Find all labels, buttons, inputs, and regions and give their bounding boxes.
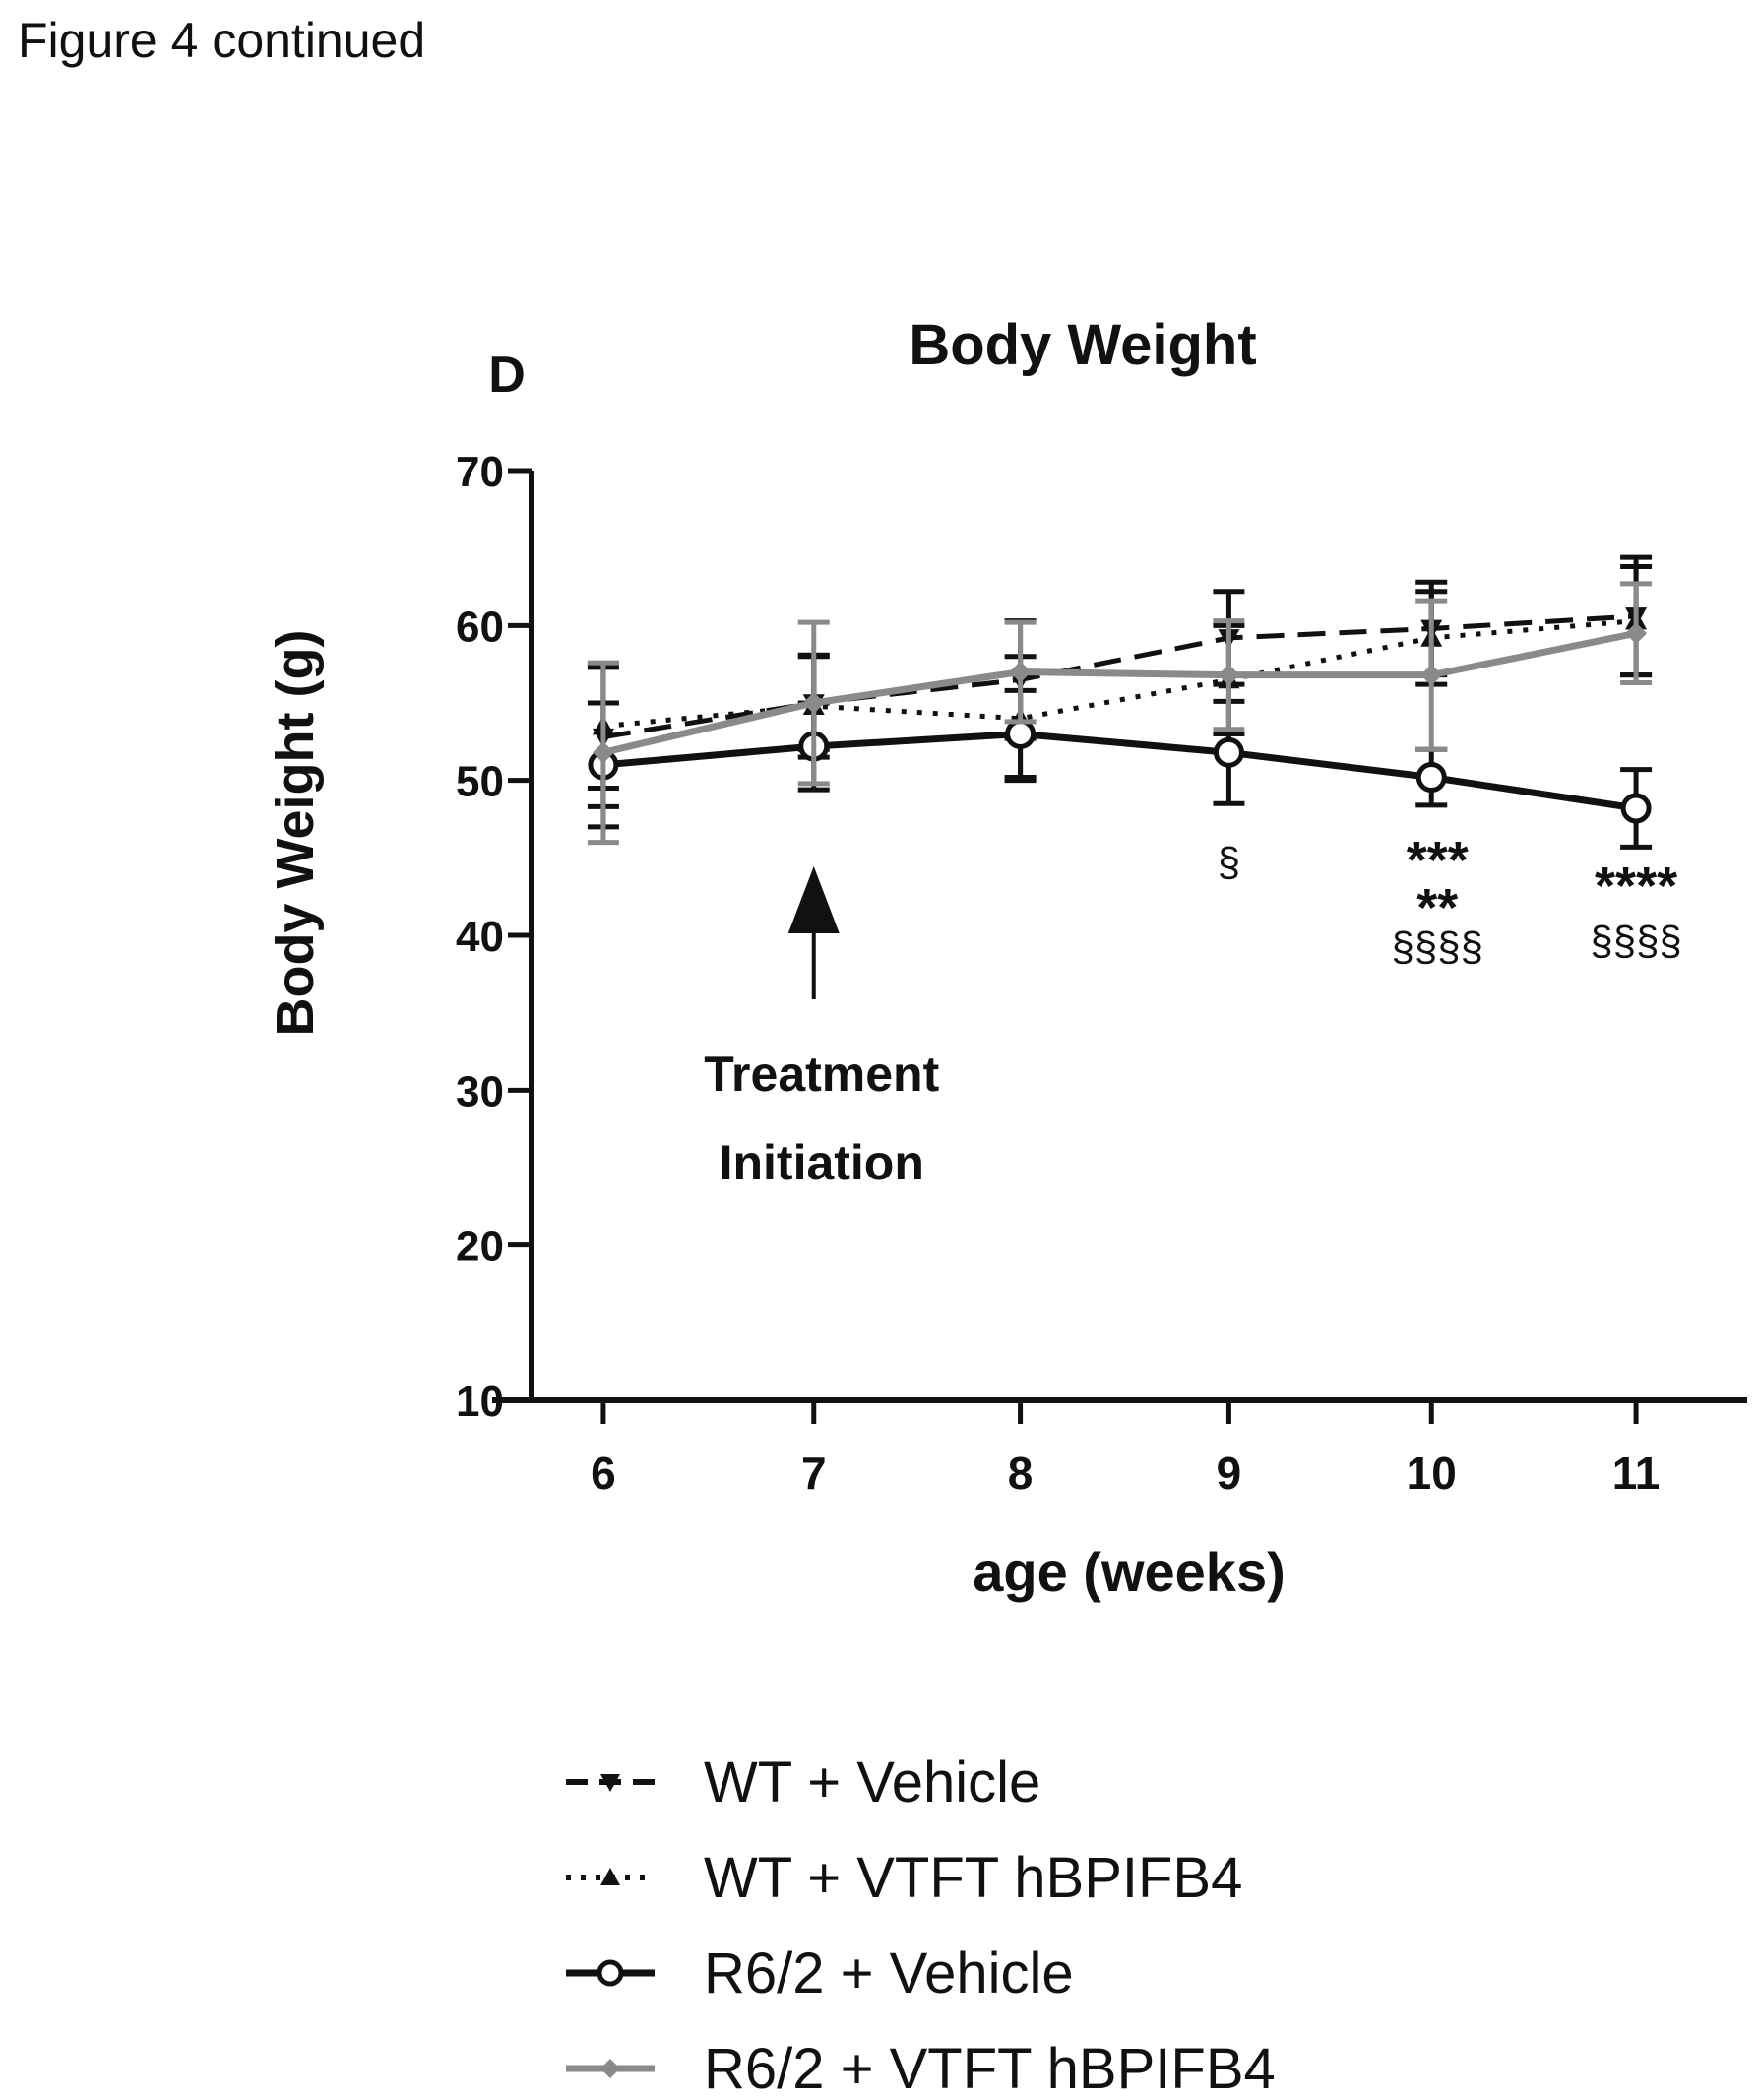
- legend-label: R6/2 + Vehicle: [704, 1941, 1074, 2005]
- legend: WT + Vehicle WT + VTFT hBPIFB4 R6/2 + Vehi…: [566, 1750, 1276, 2100]
- series-line: [602, 629, 1637, 756]
- x-axis-label: age (weeks): [973, 1541, 1286, 1603]
- y-tick-label: 60: [456, 603, 504, 651]
- diamond-marker: [1420, 664, 1443, 686]
- x-tick-label: 9: [1217, 1447, 1242, 1498]
- diamond-marker: [802, 692, 825, 714]
- ticks: 10 20 30 40 50 60 70 6 7 8 9 10 11: [456, 448, 1660, 1498]
- circle-marker: [1005, 718, 1037, 749]
- legend-item: R6/2 + Vehicle: [566, 1941, 1074, 2005]
- y-tick-label: 10: [456, 1377, 504, 1426]
- diamond-marker: [592, 741, 614, 764]
- series-line: [602, 730, 1637, 812]
- diamond-marker: [600, 2059, 620, 2078]
- circle-marker: [597, 1959, 624, 1987]
- series-layer: [587, 554, 1653, 850]
- chart-title: Body Weight: [909, 313, 1256, 377]
- panel-letter: D: [488, 347, 526, 404]
- circle-marker: [1415, 762, 1447, 794]
- y-tick-label: 50: [456, 758, 504, 806]
- significance-week11-a: ****: [1595, 857, 1677, 916]
- triangle-up-marker: [600, 1868, 620, 1885]
- significance-week9: §: [1218, 839, 1240, 885]
- significance-week10-b: **: [1416, 878, 1458, 937]
- series-r6-2-vtft-hbpifb4: [587, 581, 1653, 846]
- circle-marker: [1213, 736, 1244, 768]
- legend-item: R6/2 + VTFT hBPIFB4: [566, 2037, 1276, 2100]
- diamond-marker: [1218, 664, 1240, 686]
- legend-item: WT + VTFT hBPIFB4: [566, 1846, 1242, 1910]
- circle-marker: [1620, 793, 1652, 824]
- x-tick-label: 8: [1008, 1447, 1034, 1498]
- x-tick-label: 10: [1407, 1447, 1457, 1498]
- treatment-label-line2: Initiation: [720, 1135, 924, 1190]
- y-axis-label: Body Weight (g): [266, 630, 325, 1037]
- triangle-down-marker: [600, 1774, 620, 1792]
- treatment-arrow-head: [787, 866, 840, 933]
- legend-label: R6/2 + VTFT hBPIFB4: [704, 2037, 1276, 2100]
- significance-week10-a: ***: [1407, 831, 1469, 890]
- diamond-marker: [1009, 661, 1032, 683]
- significance-week11-b: §§§§: [1590, 918, 1681, 964]
- x-tick-label: 7: [801, 1447, 827, 1498]
- treatment-label-line1: Treatment: [704, 1047, 939, 1102]
- x-tick-label: 11: [1612, 1447, 1661, 1498]
- legend-label: WT + VTFT hBPIFB4: [704, 1846, 1242, 1910]
- significance-week10-c: §§§§: [1392, 923, 1483, 970]
- figure-caption: Figure 4 continued: [18, 13, 426, 68]
- legend-label: WT + Vehicle: [704, 1750, 1040, 1814]
- series-wt-vehicle: [587, 554, 1653, 809]
- y-tick-label: 30: [456, 1067, 504, 1115]
- y-tick-label: 20: [456, 1223, 504, 1271]
- y-tick-label: 40: [456, 913, 504, 961]
- axes: [492, 471, 1747, 1403]
- x-tick-label: 6: [591, 1447, 616, 1498]
- y-tick-label: 70: [456, 448, 504, 496]
- diamond-marker: [1625, 622, 1648, 645]
- legend-item: WT + Vehicle: [566, 1750, 1040, 1814]
